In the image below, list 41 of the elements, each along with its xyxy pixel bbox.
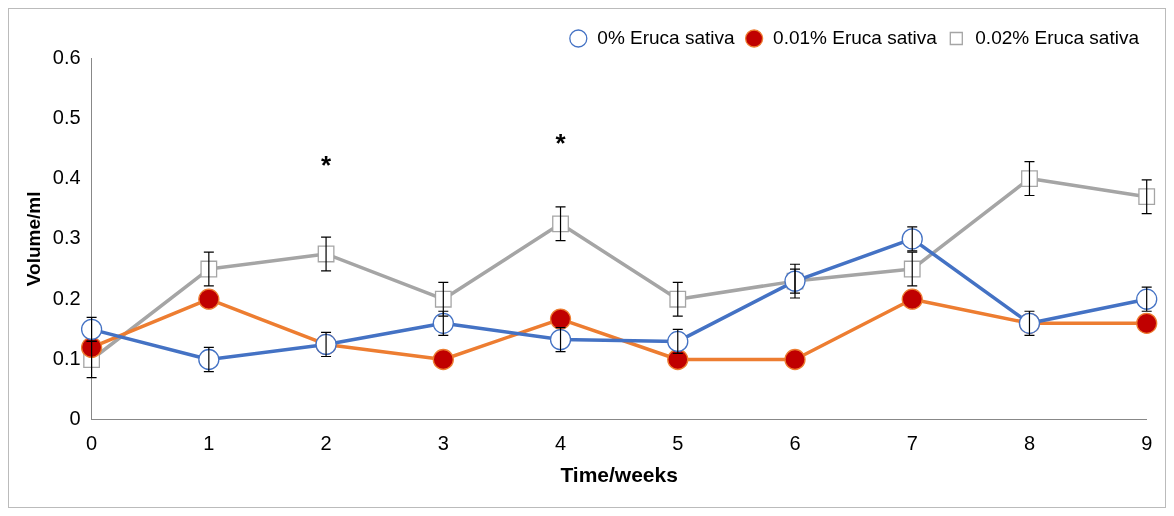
point xyxy=(901,228,923,250)
x-tick-label: 1 xyxy=(203,432,215,455)
x-tick-label: 2 xyxy=(320,432,332,455)
x-tick-label: 4 xyxy=(554,432,567,455)
point xyxy=(667,348,689,371)
y-tick-label: 0.3 xyxy=(52,226,81,249)
point xyxy=(552,215,569,233)
point xyxy=(198,348,220,371)
x-tick-label: 7 xyxy=(906,432,918,455)
annotation: * xyxy=(321,149,333,180)
x-tick-label: 6 xyxy=(789,432,801,455)
x-tick-label: 8 xyxy=(1023,432,1036,455)
point xyxy=(784,348,806,371)
y-tick-label: 0.4 xyxy=(52,166,81,189)
point xyxy=(549,308,572,330)
y-tick-label: 0.2 xyxy=(52,286,81,309)
point xyxy=(667,330,689,353)
point xyxy=(434,290,452,308)
x-tick-label: 0 xyxy=(86,432,98,455)
point xyxy=(432,348,454,371)
legend-label: 0.01% Eruca sativa xyxy=(773,26,938,48)
point xyxy=(903,260,921,278)
point xyxy=(1136,312,1158,334)
legend-label: 0.02% Eruca sativa xyxy=(975,26,1140,48)
y-tick-label: 0.5 xyxy=(52,105,81,128)
annotation: * xyxy=(555,128,567,158)
point xyxy=(1021,170,1038,188)
point xyxy=(200,260,218,278)
y-tick-label: 0.1 xyxy=(52,347,81,370)
x-tick-label: 5 xyxy=(672,432,684,455)
y-tick-label: 0 xyxy=(69,407,81,430)
point xyxy=(669,290,687,308)
x-axis-title: Time/weeks xyxy=(560,463,678,487)
y-tick-label: 0.6 xyxy=(52,45,81,68)
legend-label: 0% Eruca sativa xyxy=(597,26,736,48)
point xyxy=(198,288,220,310)
x-tick-label: 3 xyxy=(437,432,449,455)
point xyxy=(901,288,923,310)
point xyxy=(1138,188,1156,206)
x-tick-label: 9 xyxy=(1141,432,1153,455)
y-axis-title: Volume/ml xyxy=(22,191,44,287)
